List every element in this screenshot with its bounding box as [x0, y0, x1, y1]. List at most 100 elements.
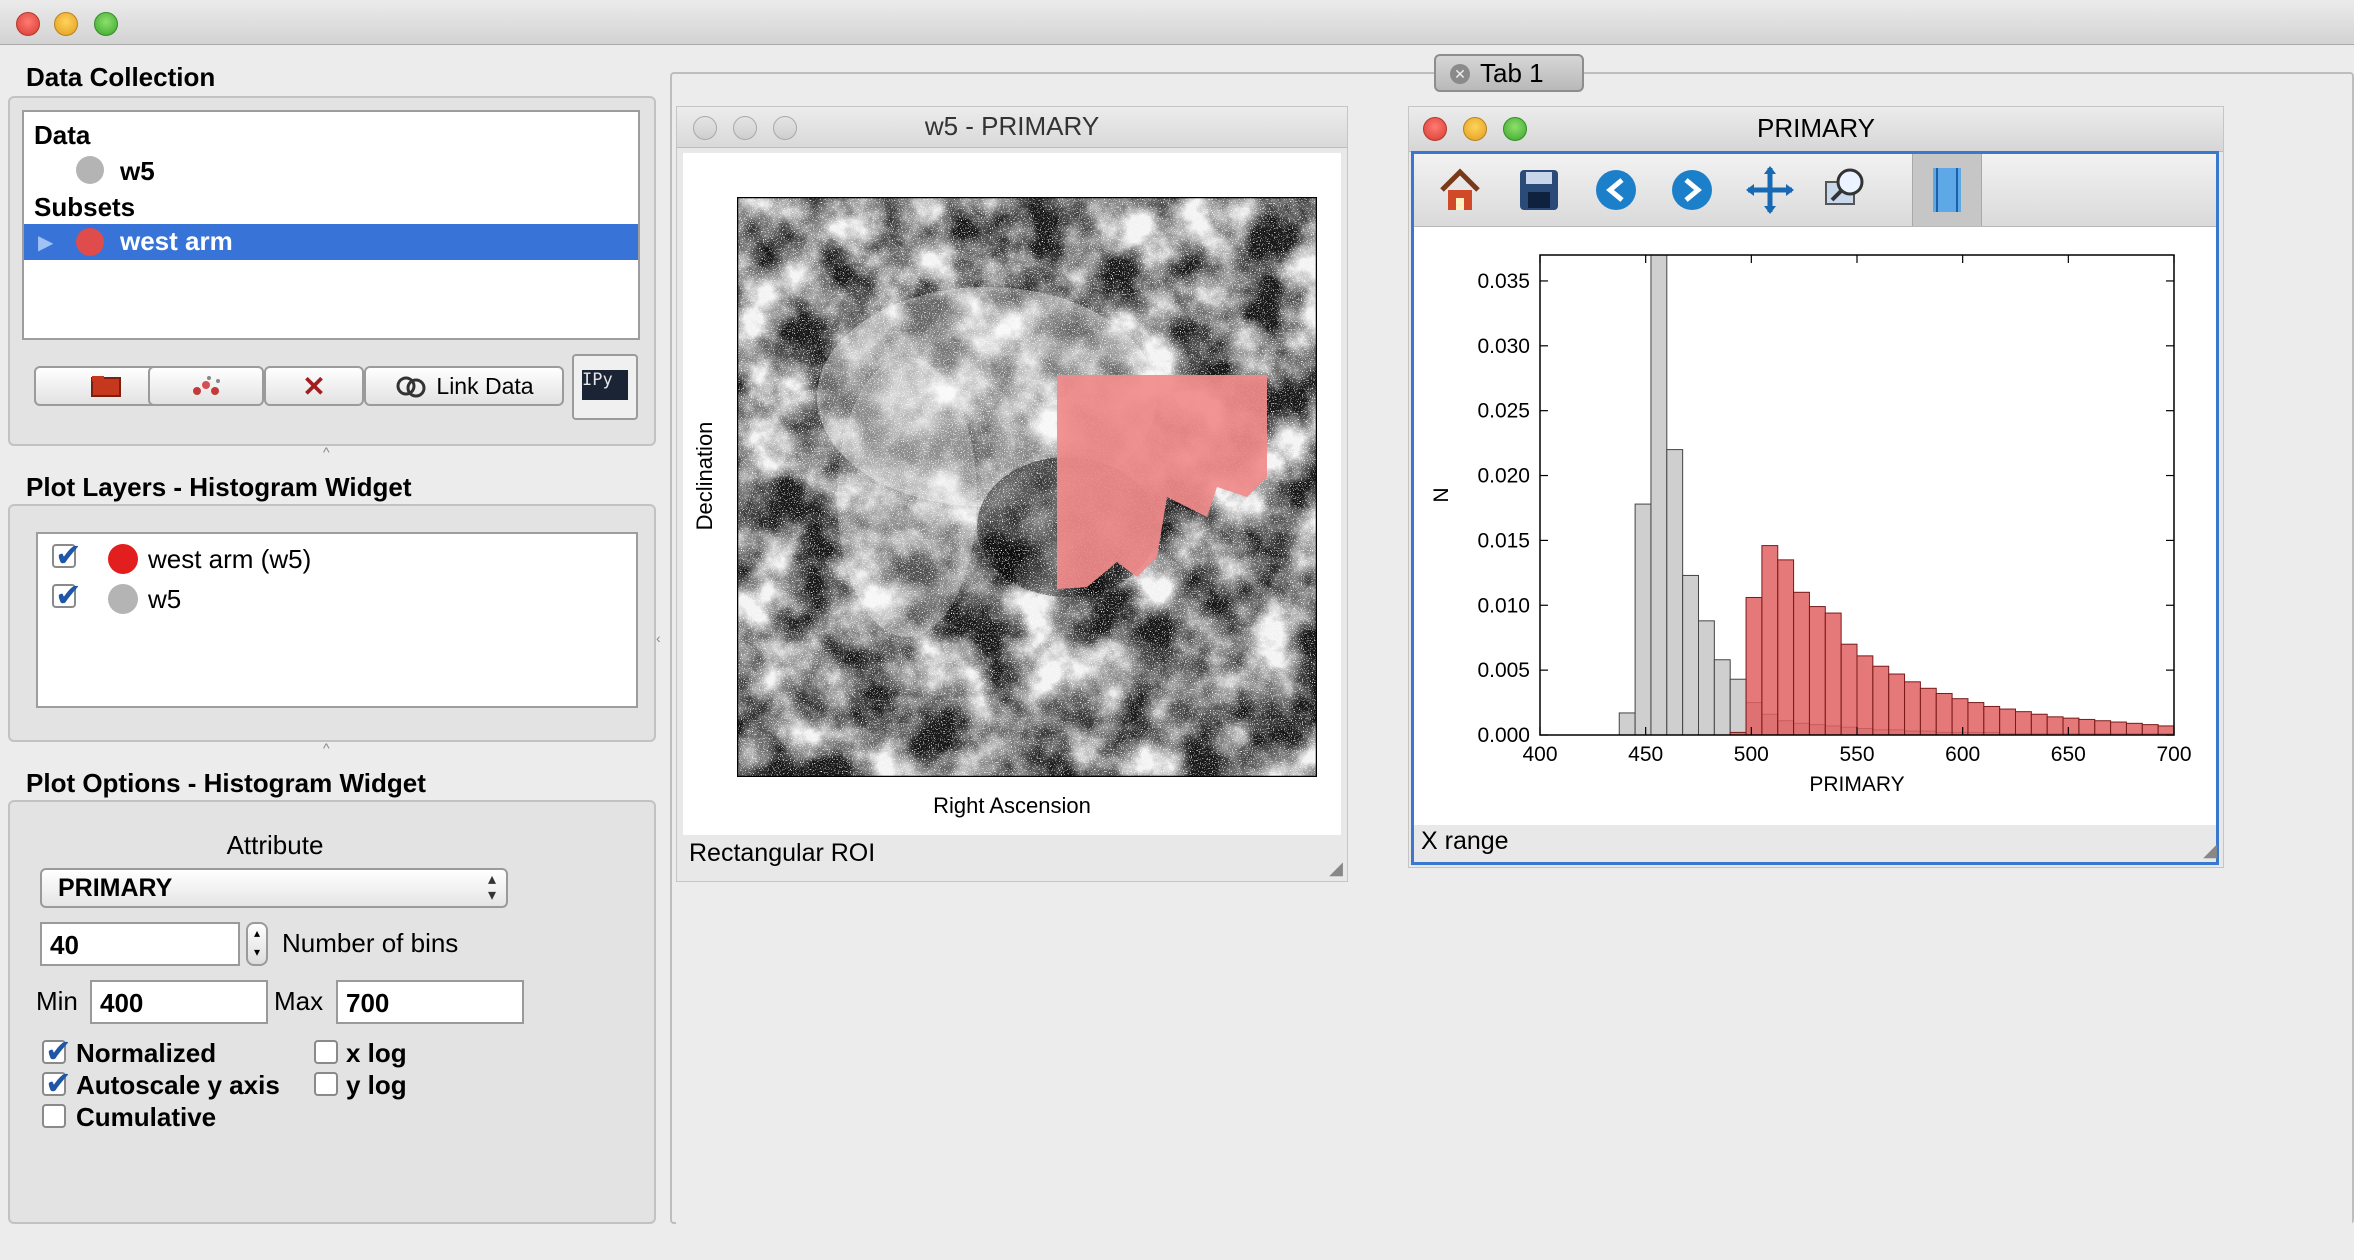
disclosure-triangle-icon[interactable]: ▶	[38, 232, 54, 254]
y-tick-label: 0.010	[1477, 594, 1530, 617]
back-icon	[1596, 170, 1636, 210]
cumulative-checkbox[interactable]	[42, 1104, 66, 1128]
autoscale-label: Autoscale y axis	[76, 1070, 280, 1100]
layer-checkbox[interactable]	[52, 536, 82, 574]
close-tab-icon[interactable]: ✕	[1450, 64, 1470, 84]
normalized-label: Normalized	[76, 1038, 217, 1068]
histogram-bar-west-arm	[1840, 643, 1858, 735]
histogram-toolbar	[1414, 154, 2216, 227]
subset-item-west-arm[interactable]: ▶ west arm	[24, 224, 638, 260]
save-button[interactable]	[1508, 160, 1568, 220]
forward-button[interactable]	[1662, 160, 1722, 220]
close-window-button[interactable]	[16, 12, 40, 36]
zoom-button[interactable]	[1816, 160, 1876, 220]
folder-icon	[91, 376, 121, 397]
splitter-handle-vertical[interactable]: ‹	[656, 630, 661, 646]
data-item-w5[interactable]: w5	[120, 156, 155, 186]
autoscale-checkbox[interactable]	[42, 1064, 72, 1102]
minimize-window-button[interactable]	[54, 12, 78, 36]
attribute-value: PRIMARY	[58, 874, 173, 902]
home-button[interactable]	[1430, 160, 1490, 220]
close-subwindow-button[interactable]	[693, 116, 717, 140]
attribute-select[interactable]: PRIMARY ▴ ▾	[40, 868, 508, 908]
new-subset-button[interactable]	[148, 366, 264, 406]
minimize-subwindow-button[interactable]	[733, 116, 757, 140]
resize-grip-icon[interactable]: ◢	[2203, 840, 2217, 860]
histogram-bar-w5	[1729, 678, 1747, 735]
link-data-button[interactable]: Link Data	[364, 366, 564, 406]
splitter-handle[interactable]: ^	[323, 444, 330, 460]
cumulative-option[interactable]: Cumulative	[42, 1102, 302, 1132]
image-viewer-title: w5 - PRIMARY	[924, 111, 1100, 141]
max-input[interactable]: 700	[336, 980, 524, 1024]
data-collection-list[interactable]: Data w5 Subsets ▶ west arm	[22, 110, 640, 340]
histogram-bar-west-arm	[1761, 545, 1779, 735]
data-collection-title: Data Collection	[26, 62, 216, 92]
subset-dots-icon	[193, 376, 220, 395]
image-canvas-area: Right Ascension Declination	[683, 153, 1341, 835]
plot-layers-title: Plot Layers - Histogram Widget	[26, 472, 412, 502]
y-tick-label: 0.000	[1477, 724, 1530, 747]
range-select-button[interactable]	[1912, 154, 1982, 226]
close-subwindow-button[interactable]	[1423, 117, 1447, 141]
tab-1[interactable]: ✕ Tab 1	[1434, 54, 1584, 92]
plot-layers-panel: west arm (w5) w5	[8, 504, 656, 742]
y-tick-label: 0.005	[1477, 659, 1530, 682]
save-icon	[1520, 170, 1558, 210]
splitter-handle[interactable]: ^	[323, 740, 330, 756]
x-tick-label: 550	[1839, 743, 1874, 766]
histogram-bar-west-arm	[1951, 698, 1969, 735]
x-tick-label: 700	[2156, 743, 2191, 766]
bins-input[interactable]: 40	[40, 922, 240, 966]
plot-options-title: Plot Options - Histogram Widget	[26, 768, 426, 798]
y-tick-label: 0.025	[1477, 400, 1530, 423]
xlog-option[interactable]: x log	[314, 1038, 434, 1068]
data-collection-panel: Data w5 Subsets ▶ west arm ✕ Link Data I…	[8, 96, 656, 446]
ylog-option[interactable]: y log	[314, 1070, 434, 1100]
histogram-bar-west-arm	[2157, 725, 2174, 735]
xlog-label: x log	[346, 1038, 407, 1068]
pan-button[interactable]	[1740, 160, 1800, 220]
ylog-checkbox[interactable]	[314, 1072, 338, 1096]
image-ylabel: Declination	[692, 421, 717, 531]
ipython-button[interactable]: IPy	[572, 354, 638, 420]
min-input[interactable]: 400	[90, 980, 268, 1024]
data-color-swatch	[76, 156, 104, 184]
histogram-chart[interactable]: 400 450 500 550 600 650 700 0.000 0.005 0.010 0.01…	[1414, 227, 2216, 825]
astronomy-image[interactable]	[737, 197, 1317, 777]
autoscale-option[interactable]: Autoscale y axis	[42, 1064, 322, 1102]
layer-label: west arm (w5)	[148, 544, 312, 574]
layer-item-w5[interactable]: w5	[38, 576, 636, 618]
layer-checkbox[interactable]	[52, 576, 82, 614]
bins-stepper[interactable]: ▴ ▾	[246, 922, 268, 966]
histogram-bar-west-arm	[2046, 716, 2064, 735]
histogram-bar-west-arm	[1777, 559, 1795, 735]
histogram-bar-west-arm	[2062, 717, 2080, 735]
select-arrows-icon: ▴ ▾	[487, 871, 496, 904]
maximize-subwindow-button[interactable]	[1503, 117, 1527, 141]
home-icon	[1440, 168, 1480, 210]
zoom-icon	[1825, 168, 1864, 205]
minimize-subwindow-button[interactable]	[1463, 117, 1487, 141]
normalized-option[interactable]: Normalized	[42, 1032, 302, 1070]
plot-layers-list[interactable]: west arm (w5) w5	[36, 532, 638, 708]
x-tick-label: 400	[1522, 743, 1557, 766]
histogram-bar-w5	[1634, 503, 1652, 735]
zoom-window-button[interactable]	[94, 12, 118, 36]
xlog-checkbox[interactable]	[314, 1040, 338, 1064]
histogram-bar-west-arm	[1888, 673, 1906, 735]
back-button[interactable]	[1586, 160, 1646, 220]
layer-item-west-arm[interactable]: west arm (w5)	[38, 536, 636, 578]
histogram-bar-west-arm	[1824, 612, 1842, 735]
y-tick-label: 0.035	[1477, 270, 1530, 293]
status-strip	[676, 1220, 2352, 1260]
maximize-subwindow-button[interactable]	[773, 116, 797, 140]
histogram-titlebar: PRIMARY	[1409, 107, 2223, 152]
layer-color-swatch	[108, 584, 138, 614]
histogram-bar-west-arm	[1808, 606, 1826, 735]
layer-label: w5	[148, 584, 182, 614]
delete-button[interactable]: ✕	[264, 366, 364, 406]
resize-grip-icon[interactable]: ◢	[1329, 858, 1343, 878]
normalized-checkbox[interactable]	[42, 1032, 72, 1070]
histogram-bar-west-arm	[2094, 720, 2112, 735]
